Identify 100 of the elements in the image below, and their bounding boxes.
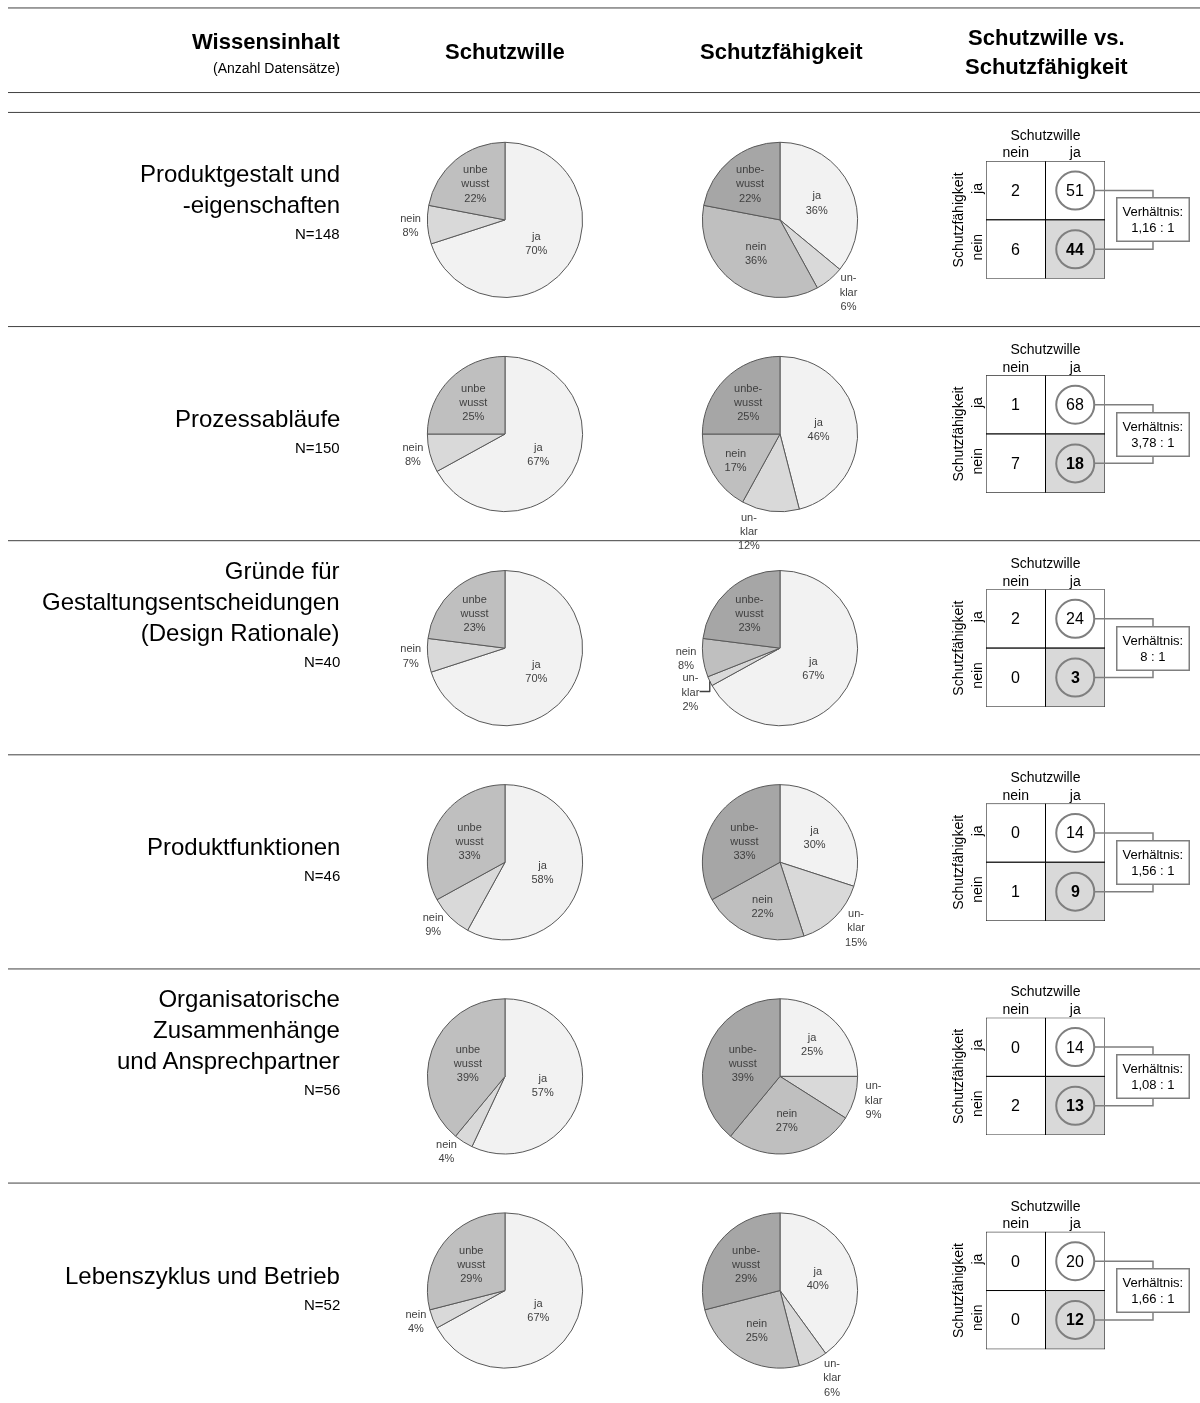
data-label: 0 xyxy=(1011,1253,1020,1270)
x-axis-title: Schutzwille xyxy=(1010,769,1081,786)
slice-label: unbe wusst xyxy=(452,1042,482,1069)
data-label: 70% xyxy=(525,243,548,256)
data-label: 8% xyxy=(678,659,695,672)
data-label: 6% xyxy=(824,1385,841,1398)
text: Verhältnis: 3,78 : 1 xyxy=(1122,418,1184,451)
slice-label: nein xyxy=(402,440,424,453)
y-tick-label: ja xyxy=(969,1253,986,1266)
slice-label: ja xyxy=(812,1265,823,1278)
slice-label: unbe- wusst xyxy=(733,381,763,408)
data-label: 20 xyxy=(1066,1253,1084,1270)
data-label: 57% xyxy=(531,1086,554,1099)
data-label: 1 xyxy=(1011,396,1020,413)
data-label: 33% xyxy=(458,849,481,862)
data-label: 39% xyxy=(731,1071,754,1084)
pie-slice xyxy=(430,141,584,298)
slice-label: ja xyxy=(531,657,542,670)
text: Produktfunktionen xyxy=(147,833,341,860)
data-label: 17% xyxy=(724,461,747,474)
slice-label: nein xyxy=(776,1107,798,1120)
data-label: 58% xyxy=(531,873,554,886)
data-label: 22% xyxy=(751,907,774,920)
data-label: 36% xyxy=(805,203,828,216)
data-label: 15% xyxy=(845,935,868,948)
data-label: 22% xyxy=(739,191,762,204)
text: Verhältnis: 8 : 1 xyxy=(1122,632,1184,665)
y-axis-title: Schutzfähigkeit xyxy=(949,172,966,268)
data-label: 9% xyxy=(865,1107,882,1120)
text: N=52 xyxy=(304,1296,341,1313)
slice-label: nein xyxy=(675,644,697,657)
x-axis-title: Schutzwille xyxy=(1010,555,1081,572)
data-label: 70% xyxy=(525,672,548,685)
data-label: 67% xyxy=(802,669,825,682)
data-label: 33% xyxy=(733,849,756,862)
data-label: 23% xyxy=(463,621,486,634)
data-label: 7 xyxy=(1011,455,1020,472)
slice-label: unbe wusst xyxy=(454,820,484,848)
y-tick-label: nein xyxy=(969,662,986,689)
text: Schutzwille xyxy=(445,39,565,64)
text: Wissensinhalt xyxy=(192,29,341,54)
text: N=56 xyxy=(304,1081,341,1098)
data-label: 2 xyxy=(1011,610,1020,627)
text: Lebenszyklus und Betrieb xyxy=(65,1262,340,1289)
slice-label: unbe wusst xyxy=(459,592,489,620)
y-axis-title: Schutzfähigkeit xyxy=(949,600,966,696)
slice-label: nein xyxy=(422,910,444,923)
text: N=148 xyxy=(295,225,340,242)
data-label: 39% xyxy=(456,1071,480,1084)
data-label: 13 xyxy=(1066,1097,1084,1114)
slice-label: un- klar xyxy=(823,1357,842,1384)
slice-label: un- klar xyxy=(740,510,759,537)
y-tick-label: ja xyxy=(969,396,986,410)
slice-label: ja xyxy=(533,1297,544,1310)
slice-label: un- klar xyxy=(864,1079,883,1106)
data-label: 40% xyxy=(806,1279,829,1292)
slice-label: nein xyxy=(400,211,421,224)
text: Verhältnis: 1,56 : 1 xyxy=(1122,846,1184,879)
slice-label: ja xyxy=(813,415,824,428)
x-axis-title: Schutzwille xyxy=(1010,126,1081,143)
text: (Anzahl Datensätze) xyxy=(213,60,340,76)
text: Schutzwille vs. Schutzfähigkeit xyxy=(965,25,1129,79)
y-tick-label: nein xyxy=(969,1090,986,1117)
data-label: 0 xyxy=(1011,1311,1020,1328)
slice-label: unbe- wusst xyxy=(734,592,764,620)
data-label: 22% xyxy=(464,191,487,204)
slice-label: nein xyxy=(725,447,747,460)
y-tick-label: nein xyxy=(969,448,986,475)
y-axis-title: Schutzfähigkeit xyxy=(949,814,966,910)
data-label: 25% xyxy=(737,410,760,423)
y-axis-title: Schutzfähigkeit xyxy=(949,1242,966,1339)
x-axis-title: Schutzwille xyxy=(1010,1197,1081,1214)
text: Verhältnis: 1,16 : 1 xyxy=(1122,203,1184,236)
data-label: 67% xyxy=(527,1311,550,1324)
text: N=150 xyxy=(295,439,340,456)
slice-label: ja xyxy=(537,1071,548,1084)
data-label: 29% xyxy=(460,1272,483,1285)
slice-label: unbe- wusst xyxy=(727,1042,758,1069)
slice-label: unbe wusst xyxy=(460,163,490,190)
slice-label: nein xyxy=(400,642,422,655)
slice-label: ja xyxy=(811,189,822,202)
data-label: 68 xyxy=(1066,396,1084,413)
text: Verhältnis: 1,66 : 1 xyxy=(1122,1274,1184,1307)
y-tick-label: nein xyxy=(969,233,986,261)
data-label: 12% xyxy=(737,539,761,552)
text: N=40 xyxy=(304,653,341,670)
y-tick-label: ja xyxy=(969,611,986,624)
text: Verhältnis: 1,08 : 1 xyxy=(1122,1060,1184,1093)
data-label: 0 xyxy=(1011,1039,1020,1056)
data-label: 25% xyxy=(745,1330,768,1343)
data-label: 25% xyxy=(462,410,485,423)
data-label: 9% xyxy=(425,924,442,937)
slice-label: unbe wusst xyxy=(458,381,488,408)
text: Prozessabläufe xyxy=(175,405,341,432)
y-tick-label: ja xyxy=(969,1039,986,1052)
pie-slice xyxy=(430,570,584,727)
data-label: 2 xyxy=(1011,1097,1020,1114)
slice-label: ja xyxy=(809,823,820,836)
slice-label: ja xyxy=(537,858,548,871)
slice-label: ja xyxy=(531,229,542,242)
